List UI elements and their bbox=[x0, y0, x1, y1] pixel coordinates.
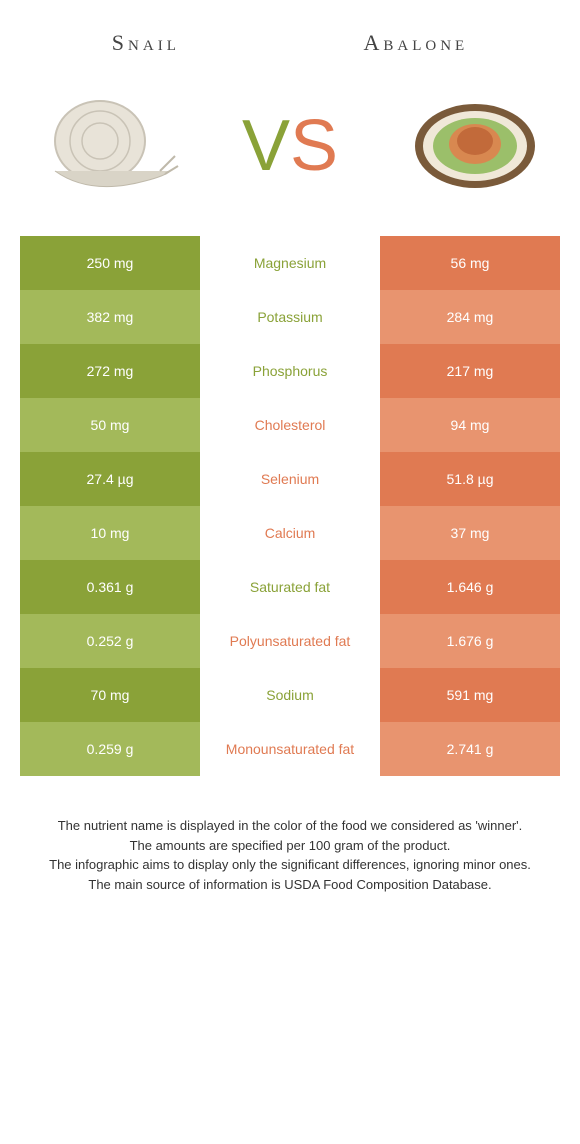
snail-image bbox=[30, 86, 180, 206]
table-row: 0.259 gMonounsaturated fat2.741 g bbox=[20, 722, 560, 776]
title-left: Snail bbox=[112, 30, 180, 56]
value-left: 272 mg bbox=[20, 344, 200, 398]
nutrient-name: Polyunsaturated fat bbox=[200, 614, 380, 668]
value-right: 94 mg bbox=[380, 398, 560, 452]
value-left: 382 mg bbox=[20, 290, 200, 344]
nutrient-name: Selenium bbox=[200, 452, 380, 506]
value-left: 27.4 µg bbox=[20, 452, 200, 506]
value-right: 591 mg bbox=[380, 668, 560, 722]
footnotes: The nutrient name is displayed in the co… bbox=[0, 776, 580, 924]
value-left: 70 mg bbox=[20, 668, 200, 722]
value-right: 284 mg bbox=[380, 290, 560, 344]
footnote-line: The main source of information is USDA F… bbox=[30, 875, 550, 895]
title-right: Abalone bbox=[363, 30, 468, 56]
vs-s: S bbox=[290, 105, 338, 187]
value-right: 1.646 g bbox=[380, 560, 560, 614]
nutrient-name: Calcium bbox=[200, 506, 380, 560]
value-right: 56 mg bbox=[380, 236, 560, 290]
nutrient-name: Cholesterol bbox=[200, 398, 380, 452]
table-row: 70 mgSodium591 mg bbox=[20, 668, 560, 722]
table-row: 0.361 gSaturated fat1.646 g bbox=[20, 560, 560, 614]
abalone-image bbox=[400, 86, 550, 206]
value-left: 250 mg bbox=[20, 236, 200, 290]
value-right: 51.8 µg bbox=[380, 452, 560, 506]
value-left: 10 mg bbox=[20, 506, 200, 560]
table-row: 50 mgCholesterol94 mg bbox=[20, 398, 560, 452]
vs-v: V bbox=[242, 105, 290, 187]
value-left: 0.259 g bbox=[20, 722, 200, 776]
value-left: 0.252 g bbox=[20, 614, 200, 668]
value-right: 217 mg bbox=[380, 344, 560, 398]
value-right: 1.676 g bbox=[380, 614, 560, 668]
value-left: 50 mg bbox=[20, 398, 200, 452]
nutrient-name: Sodium bbox=[200, 668, 380, 722]
footnote-line: The amounts are specified per 100 gram o… bbox=[30, 836, 550, 856]
header: Snail Abalone bbox=[0, 0, 580, 76]
table-row: 10 mgCalcium37 mg bbox=[20, 506, 560, 560]
nutrient-name: Monounsaturated fat bbox=[200, 722, 380, 776]
vs-label: VS bbox=[242, 105, 338, 187]
footnote-line: The nutrient name is displayed in the co… bbox=[30, 816, 550, 836]
value-right: 37 mg bbox=[380, 506, 560, 560]
nutrient-name: Phosphorus bbox=[200, 344, 380, 398]
nutrient-name: Saturated fat bbox=[200, 560, 380, 614]
hero-row: VS bbox=[0, 76, 580, 236]
table-row: 382 mgPotassium284 mg bbox=[20, 290, 560, 344]
table-row: 250 mgMagnesium56 mg bbox=[20, 236, 560, 290]
value-left: 0.361 g bbox=[20, 560, 200, 614]
table-row: 0.252 gPolyunsaturated fat1.676 g bbox=[20, 614, 560, 668]
footnote-line: The infographic aims to display only the… bbox=[30, 855, 550, 875]
nutrient-name: Magnesium bbox=[200, 236, 380, 290]
table-row: 27.4 µgSelenium51.8 µg bbox=[20, 452, 560, 506]
nutrient-name: Potassium bbox=[200, 290, 380, 344]
comparison-table: 250 mgMagnesium56 mg382 mgPotassium284 m… bbox=[20, 236, 560, 776]
table-row: 272 mgPhosphorus217 mg bbox=[20, 344, 560, 398]
value-right: 2.741 g bbox=[380, 722, 560, 776]
